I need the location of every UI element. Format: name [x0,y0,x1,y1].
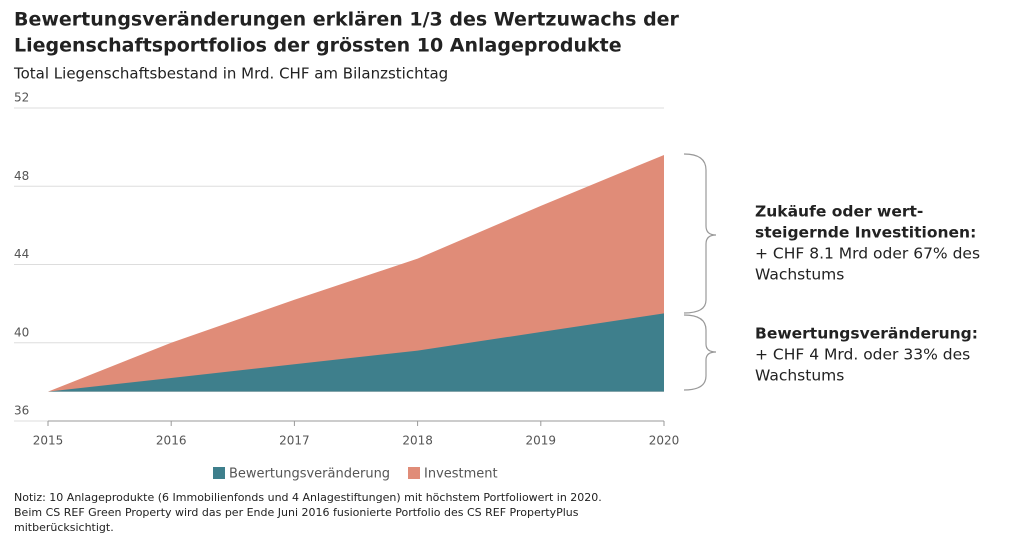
note: Notiz: 10 Anlageprodukte (6 Immobilienfo… [14,491,602,504]
y-tick-label: 44 [14,247,29,261]
y-tick-label: 40 [14,325,29,339]
legend-label: Bewertungsveränderung [229,467,390,482]
legend-swatch [408,467,420,479]
annotation-text: + CHF 4 Mrd. oder 33% des [755,346,970,364]
note: Beim CS REF Green Property wird das per … [14,506,579,519]
annotation-text: Wachstums [755,367,844,385]
x-tick-label: 2020 [649,434,680,448]
y-tick-label: 36 [14,404,29,418]
bracket [683,153,717,314]
chart-subtitle: Total Liegenschaftsbestand in Mrd. CHF a… [13,65,448,83]
area [48,154,664,392]
note: mitberücksichtigt. [14,521,114,534]
bracket [683,314,717,391]
legend-swatch [213,467,225,479]
x-tick-label: 2015 [33,434,64,448]
annotation-text: Wachstums [755,266,844,284]
x-tick-label: 2016 [156,434,187,448]
legend-label: Investment [424,467,498,482]
chart-title: Bewertungsveränderungen erklären 1/3 des… [14,9,680,31]
y-tick-label: 52 [14,91,29,105]
y-tick-label: 48 [14,169,29,183]
x-tick-label: 2019 [526,434,557,448]
annotation-heading: steigernde Investitionen: [755,224,976,242]
chart-title: Liegenschaftsportfolios der grössten 10 … [14,35,622,57]
area [48,313,664,392]
x-tick-label: 2017 [279,434,310,448]
annotation-heading: Zukäufe oder wert- [755,203,923,221]
x-tick-label: 2018 [402,434,433,448]
annotation-heading: Bewertungsveränderung: [755,325,978,343]
annotation-text: + CHF 8.1 Mrd oder 67% des [755,245,980,263]
